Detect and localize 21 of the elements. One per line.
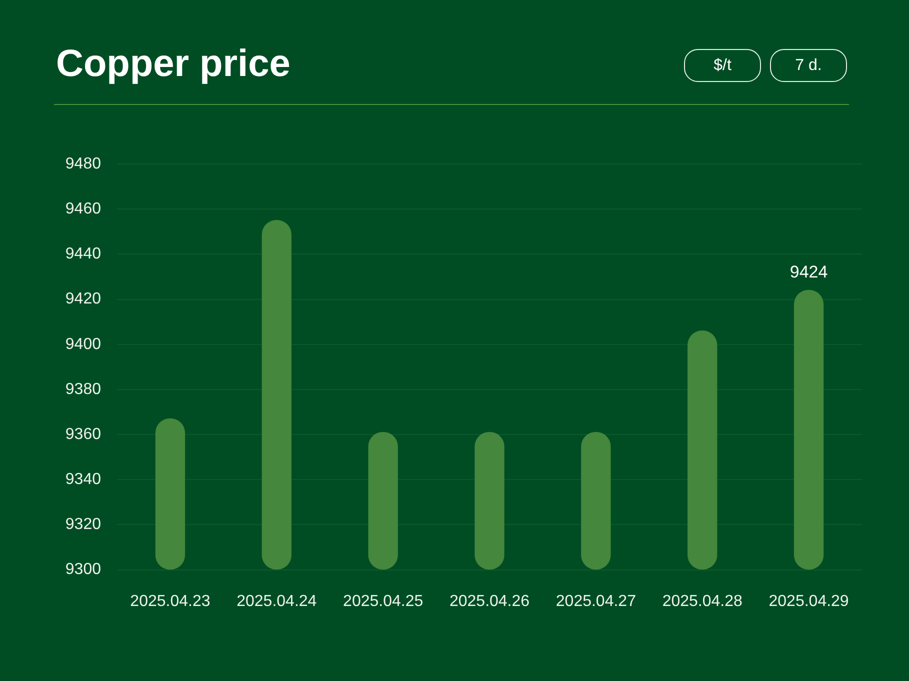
y-tick-label: 9360 — [65, 426, 102, 443]
y-tick-label: 9420 — [65, 290, 102, 308]
y-tick-label: 9300 — [65, 561, 102, 578]
x-tick-label: 2025.04.27 — [556, 592, 636, 610]
y-tick-label: 9480 — [65, 155, 102, 172]
x-tick-label: 2025.04.26 — [449, 592, 530, 610]
chart-title: Copper price — [56, 42, 290, 87]
x-tick-label: 2025.04.25 — [343, 592, 424, 610]
y-tick-label: 9340 — [65, 471, 102, 488]
period-button: 7 d. — [770, 49, 847, 82]
y-tick-label: 9320 — [65, 516, 102, 534]
x-tick-label: 2025.04.23 — [130, 592, 210, 610]
y-tick-label: 9380 — [65, 380, 102, 398]
x-tick-label: 2025.04.24 — [236, 592, 317, 610]
data-label: 9424 — [790, 262, 828, 282]
y-tick-label: 9400 — [65, 336, 102, 353]
unit-button: $/t — [684, 49, 761, 82]
x-tick-label: 2025.04.29 — [768, 592, 849, 610]
y-tick-label: 9460 — [65, 200, 102, 218]
y-tick-label: 9440 — [65, 246, 102, 263]
x-tick-label: 2025.04.28 — [662, 592, 742, 610]
